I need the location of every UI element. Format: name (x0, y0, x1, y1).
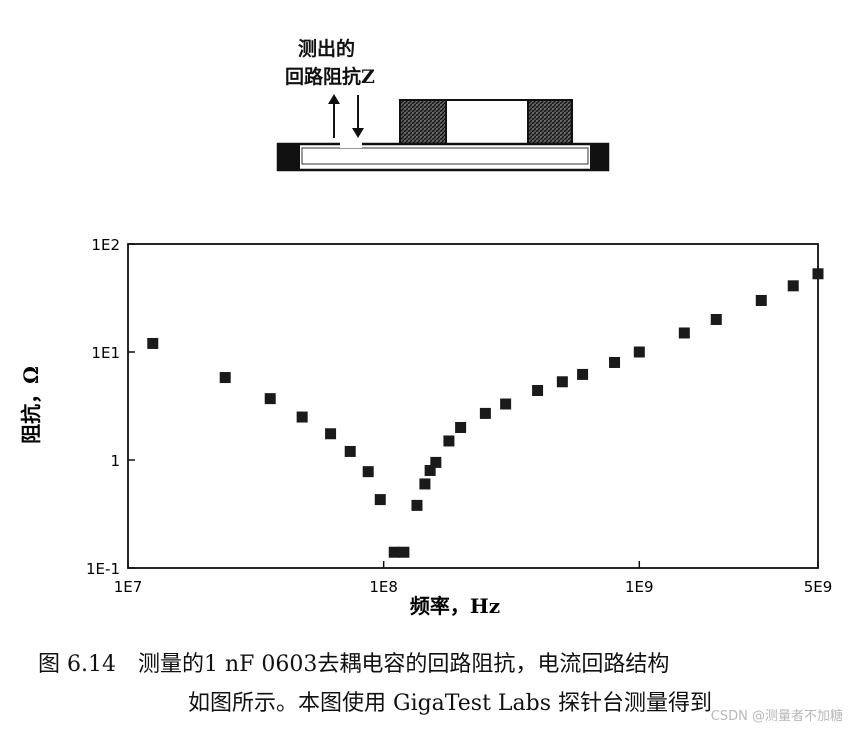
diagram-label-line2: 回路阻抗Z (285, 66, 375, 88)
data-point (577, 368, 589, 380)
port-gap (340, 142, 362, 148)
data-point (609, 356, 621, 368)
data-point (443, 435, 455, 447)
board-inner (301, 147, 589, 165)
data-point (755, 294, 767, 306)
data-point (325, 428, 337, 440)
data-point (296, 411, 308, 423)
board-left-end (278, 144, 300, 170)
diagram-label-line1: 测出的 (298, 38, 356, 60)
data-point (264, 393, 276, 405)
x-axis-label: 频率，Hz (410, 594, 500, 618)
data-point (219, 372, 231, 384)
up-arrow-icon (328, 94, 340, 138)
watermark: CSDN @测量者不加糖 (710, 709, 843, 724)
figure-caption-line2: 如图所示。本图使用 GigaTest Labs 探针台测量得到 (188, 691, 713, 716)
data-point (455, 421, 467, 433)
diagram-drawing (276, 94, 610, 172)
plot-frame (127, 243, 819, 569)
y-axis-label: 阻抗，Ω (19, 366, 43, 444)
y-tick-label: 1 (110, 452, 120, 470)
left-pad (399, 99, 447, 147)
data-point (532, 385, 544, 397)
axis-ticks: 1E7 1E8 1E9 5E9 1E-1 1 1E1 1E2 (86, 236, 832, 596)
data-point (424, 464, 436, 476)
y-tick-label: 1E1 (91, 344, 120, 362)
x-tick-label: 1E8 (369, 578, 398, 596)
data-point (479, 407, 491, 419)
data-point (556, 376, 568, 388)
data-point (411, 499, 423, 511)
data-point (344, 445, 356, 457)
board-right-end (590, 144, 608, 170)
right-pad (527, 99, 573, 147)
figure-caption-line1: 图 6.14 测量的1 nF 0603去耦电容的回路阻抗，电流回路结构 (38, 652, 670, 677)
data-point (147, 337, 159, 349)
data-point (500, 398, 512, 410)
capacitor-body (445, 99, 529, 147)
data-point (710, 313, 722, 325)
data-point (678, 327, 690, 339)
down-arrow-icon (352, 95, 364, 138)
x-tick-label: 5E9 (804, 578, 833, 596)
data-point (398, 546, 410, 558)
impedance-chart: 1E7 1E8 1E9 5E9 1E-1 1 1E1 1E2 频率，Hz 阻抗，Ω (19, 236, 832, 618)
data-point (787, 280, 799, 292)
y-tick-label: 1E2 (91, 236, 120, 254)
data-point (633, 346, 645, 358)
y-tick-label: 1E-1 (86, 560, 120, 578)
data-point (388, 546, 400, 558)
data-points (147, 268, 824, 558)
data-point (362, 466, 374, 478)
loop-structure-diagram: 测出的 回路阻抗Z (0, 0, 853, 190)
data-point (430, 456, 442, 468)
data-point (812, 268, 824, 280)
x-tick-label: 1E7 (114, 578, 143, 596)
data-point (419, 478, 431, 490)
data-point (374, 494, 386, 506)
x-tick-label: 1E9 (625, 578, 654, 596)
